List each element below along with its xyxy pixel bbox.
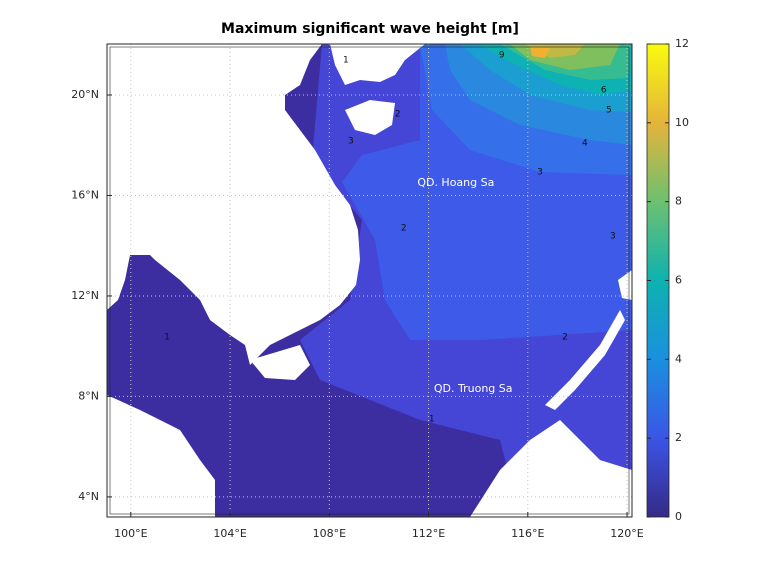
contour-label: 3 bbox=[537, 168, 543, 178]
title: Maximum significant wave height [m] bbox=[221, 21, 519, 37]
contour-label: 4 bbox=[582, 138, 588, 148]
contour-label: 6 bbox=[601, 85, 607, 95]
contour-label: 1 bbox=[429, 415, 435, 425]
colorbar-tick-label: 10 bbox=[675, 116, 689, 129]
colorbar-tick-label: 2 bbox=[675, 431, 682, 444]
colorbar-tick-label: 8 bbox=[675, 195, 682, 208]
contour-label: 3 bbox=[610, 231, 616, 241]
x-tick-label: 104°E bbox=[213, 527, 246, 540]
y-tick-label: 8°N bbox=[78, 389, 99, 402]
y-tick-label: 20°N bbox=[71, 88, 99, 101]
contour-label: 2 bbox=[395, 110, 401, 120]
wave-field bbox=[107, 44, 632, 517]
x-tick-label: 120°E bbox=[610, 527, 643, 540]
colorbar-tick-label: 12 bbox=[675, 37, 689, 50]
place-label: QD. Hoang Sa bbox=[417, 176, 494, 189]
contour-label: 9 bbox=[499, 51, 505, 61]
contour-label: 2 bbox=[562, 332, 568, 342]
colorbar-tick-label: 0 bbox=[675, 510, 682, 523]
contour-label: 2 bbox=[401, 224, 407, 234]
map-frame bbox=[106, 43, 633, 518]
x-tick-label: 108°E bbox=[313, 527, 346, 540]
contour-label: 5 bbox=[606, 106, 612, 116]
y-tick-label: 12°N bbox=[71, 289, 99, 302]
labels: 100°E 104°E 108°E 112°E 116°E 120°E 4°N 8°N 12°N… bbox=[71, 51, 644, 540]
x-tick-label: 100°E bbox=[114, 527, 147, 540]
colorbar-tick-label: 6 bbox=[675, 274, 682, 287]
map-frame-inner bbox=[109, 46, 630, 515]
y-tick-label: 16°N bbox=[71, 188, 99, 201]
colorbar-tick-label: 4 bbox=[675, 352, 682, 365]
contour-label: 1 bbox=[164, 332, 170, 342]
y-tick-label: 4°N bbox=[78, 490, 99, 503]
x-tick-label: 112°E bbox=[412, 527, 445, 540]
grid bbox=[107, 44, 632, 517]
contour-label: 3 bbox=[348, 136, 354, 146]
contour-label: 1 bbox=[343, 56, 349, 66]
x-tick-label: 116°E bbox=[511, 527, 544, 540]
place-label: QD. Truong Sa bbox=[434, 382, 513, 395]
